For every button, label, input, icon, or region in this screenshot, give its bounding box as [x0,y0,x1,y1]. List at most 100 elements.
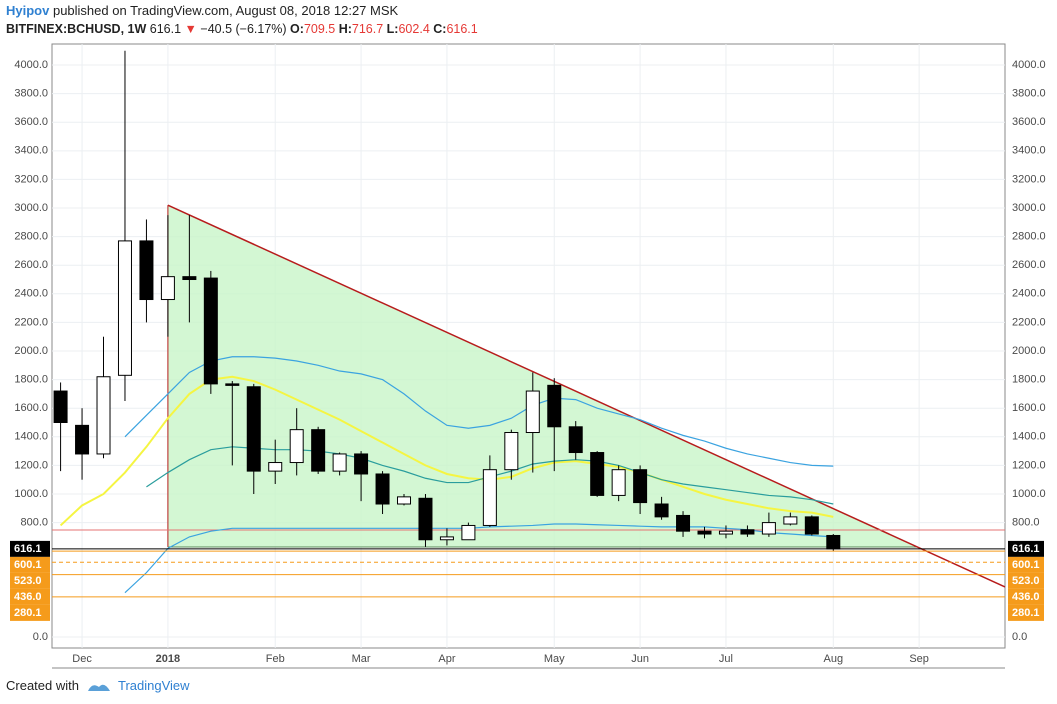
y-tick-label: 2800.0 [14,231,48,243]
y-tick-label: 3200.0 [14,173,48,185]
candle-body [117,240,132,376]
c-label: C: [433,22,447,36]
level-tag-right: 280.1 [1012,607,1040,619]
candle-body [139,240,154,301]
y-tick-label: 1600.0 [14,402,48,414]
y-tick-label-right: 3200.0 [1012,173,1046,185]
candle-body [354,453,369,475]
candle-body [225,383,240,386]
y-tick-label: 0.0 [33,631,48,643]
logo [87,684,110,691]
y-tick-label-right: 3400.0 [1012,145,1046,157]
level-tag-left-bg [10,556,50,573]
candle-body [611,469,626,496]
y-tick-label: 2000.0 [14,345,48,357]
level-tag-right: 616.1 [1012,543,1040,555]
y-tick-label-right: 2600.0 [1012,259,1046,271]
y-tick-label: 1800.0 [14,374,48,386]
level-tag-left: 600.1 [14,559,42,571]
y-tick-label-right: 1800.0 [1012,374,1046,386]
level-tag-left: 616.1 [14,543,42,555]
x-tick-label: 2018 [156,653,180,665]
indicator-line [124,523,834,594]
y-tick-label: 2200.0 [14,316,48,328]
y-tick-label-right: 3600.0 [1012,116,1046,128]
y-tick-label-right: 2400.0 [1012,288,1046,300]
y-tick-label-right: 2200.0 [1012,316,1046,328]
c: 616.1 [446,22,478,36]
y-tick-label: 3000.0 [14,202,48,214]
x-tick-label: Dec [72,653,92,665]
y-tick-label: 3600.0 [14,116,48,128]
level-tag-right: 600.1 [1012,559,1040,571]
candle-body [633,469,648,504]
level-tag-right-bg [1008,540,1044,557]
trendline [167,204,1006,588]
indicator-line [124,356,834,467]
x-tick-label: Jun [631,653,649,665]
level-tag-right-bg [1008,604,1044,621]
candle-body [418,497,433,541]
y-tick-label-right: 4000.0 [1012,59,1046,71]
candle-body [268,462,283,472]
candle-body [397,496,412,505]
l-label: L: [386,22,399,36]
x-tick-label: Mar [352,653,371,665]
candle-body [783,516,798,525]
candle-body [289,429,304,464]
candle-body [740,529,755,535]
candle-body [182,276,197,281]
level-tag-left-bg [10,540,50,557]
x-tick-label: Feb [266,653,285,665]
header: Hyipov published on TradingView.com, Aug… [6,3,398,18]
l: 602.4 [398,22,430,36]
x-tick-label: Jul [719,653,733,665]
level-tag-left: 436.0 [14,591,42,603]
candle-body [676,514,691,532]
candle-body [590,452,605,496]
last: 616.1 [149,22,182,36]
x-tick-label: Sep [909,653,929,665]
x-tick-label: Aug [823,653,843,665]
candle-body [96,376,111,455]
candle-body [826,534,841,550]
candle-body [246,386,261,472]
level-tag-left-bg [10,588,50,605]
candle-body [203,277,218,385]
y-tick-label-right: 1000.0 [1012,488,1046,500]
candle-body [75,424,90,455]
y-tick-label: 1200.0 [14,459,48,471]
candle-body [332,453,347,472]
level-tag-left-bg [10,572,50,589]
candle-body [697,530,712,535]
y-tick-label: 2600.0 [14,259,48,271]
candle-body [53,390,68,424]
candle-body [482,469,497,526]
brand[interactable]: TradingView [118,678,190,693]
candle-body [654,503,669,518]
author[interactable]: Hyipov [6,3,50,18]
level-tag-right: 523.0 [1012,575,1040,587]
symbol: BITFINEX:BCHUSD, 1W [6,22,147,36]
candle-body [718,530,733,535]
level-tag-left: 523.0 [14,575,42,587]
candle-body [504,432,519,471]
h-label: H: [338,22,352,36]
y-tick-label-right: 1400.0 [1012,431,1046,443]
legend: BITFINEX:BCHUSD, 1W 616.1 ▼ −40.5 (−6.17… [6,22,478,36]
y-tick-label-right: 3000.0 [1012,202,1046,214]
y-tick-label-right: 1200.0 [1012,459,1046,471]
o-label: O: [290,22,304,36]
y-tick-label: 1000.0 [14,488,48,500]
candle-body [525,390,540,434]
y-tick-label: 4000.0 [14,59,48,71]
y-tick-label: 2400.0 [14,288,48,300]
h: 716.7 [351,22,384,36]
candle-body [761,522,776,535]
y-tick-label-right: 800.0 [1012,517,1040,529]
logo-cloud [87,684,110,691]
chart: 0.0 0.0 800.0 800.0 1000.0 1000.0 1200.0 1200.0… [10,43,1046,669]
o: 709.5 [303,22,336,36]
y-tick-label-right: 3800.0 [1012,88,1046,100]
candle-body [568,426,583,454]
